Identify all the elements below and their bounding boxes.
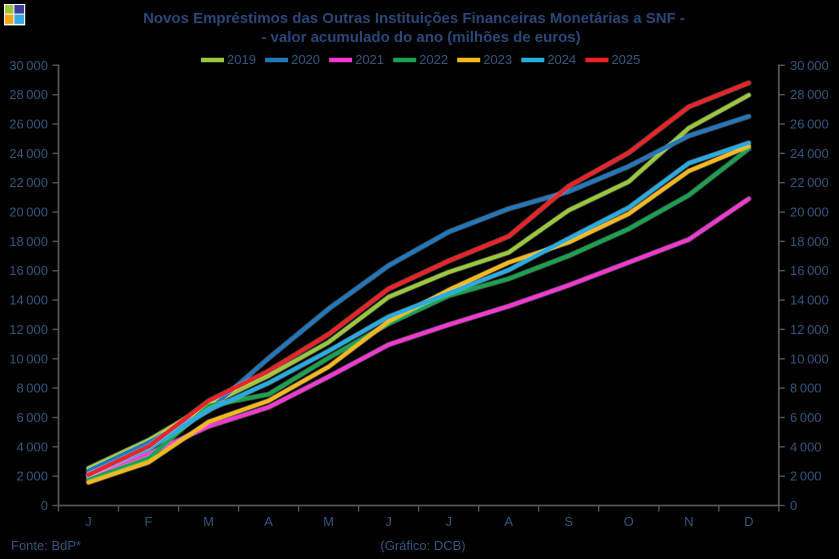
svg-text:2022: 2022 [419, 52, 448, 67]
svg-text:22 000: 22 000 [9, 175, 48, 190]
svg-text:22 000: 22 000 [790, 175, 829, 190]
svg-text:6 000: 6 000 [790, 410, 822, 425]
svg-text:14 000: 14 000 [790, 293, 829, 308]
svg-text:2 000: 2 000 [790, 469, 822, 484]
svg-text:2025: 2025 [611, 52, 640, 67]
svg-text:24 000: 24 000 [790, 146, 829, 161]
svg-text:2021: 2021 [355, 52, 384, 67]
svg-text:2019: 2019 [227, 52, 256, 67]
svg-text:26 000: 26 000 [790, 117, 829, 132]
svg-text:A: A [504, 514, 513, 529]
svg-text:S: S [564, 514, 573, 529]
svg-text:M: M [323, 514, 334, 529]
svg-text:30 000: 30 000 [790, 58, 829, 73]
svg-text:0: 0 [41, 498, 48, 513]
svg-text:J: J [445, 514, 452, 529]
svg-text:8 000: 8 000 [790, 381, 822, 396]
svg-text:J: J [85, 514, 92, 529]
svg-text:M: M [203, 514, 214, 529]
svg-text:20 000: 20 000 [9, 205, 48, 220]
svg-text:6 000: 6 000 [16, 410, 48, 425]
svg-text:2020: 2020 [291, 52, 320, 67]
svg-text:2023: 2023 [483, 52, 512, 67]
svg-text:26 000: 26 000 [9, 117, 48, 132]
svg-text:28 000: 28 000 [9, 87, 48, 102]
svg-text:J: J [385, 514, 392, 529]
svg-text:12 000: 12 000 [790, 322, 829, 337]
svg-text:A: A [264, 514, 273, 529]
svg-text:10 000: 10 000 [790, 351, 829, 366]
svg-text:8 000: 8 000 [16, 381, 48, 396]
svg-text:Novos Empréstimos das Outras I: Novos Empréstimos das Outras Instituiçõe… [143, 10, 685, 27]
svg-text:0: 0 [790, 498, 797, 513]
svg-text:- valor acumulado do ano (milh: - valor acumulado do ano (milhões de eur… [261, 29, 580, 46]
svg-text:28 000: 28 000 [790, 87, 829, 102]
svg-text:10 000: 10 000 [9, 351, 48, 366]
svg-text:24 000: 24 000 [9, 146, 48, 161]
svg-text:18 000: 18 000 [9, 234, 48, 249]
svg-text:Fonte: BdP*: Fonte: BdP* [11, 538, 81, 553]
svg-text:16 000: 16 000 [9, 263, 48, 278]
svg-text:F: F [145, 514, 153, 529]
svg-text:18 000: 18 000 [790, 234, 829, 249]
svg-text:16 000: 16 000 [790, 263, 829, 278]
svg-text:4 000: 4 000 [790, 439, 822, 454]
svg-text:O: O [624, 514, 634, 529]
svg-text:2024: 2024 [547, 52, 576, 67]
svg-text:N: N [684, 514, 693, 529]
svg-text:4 000: 4 000 [16, 439, 48, 454]
svg-text:20 000: 20 000 [790, 205, 829, 220]
svg-text:14 000: 14 000 [9, 293, 48, 308]
svg-text:30 000: 30 000 [9, 58, 48, 73]
svg-text:D: D [744, 514, 753, 529]
svg-text:2 000: 2 000 [16, 469, 48, 484]
svg-text:(Gráfico: DCB): (Gráfico: DCB) [380, 538, 465, 553]
svg-text:12 000: 12 000 [9, 322, 48, 337]
